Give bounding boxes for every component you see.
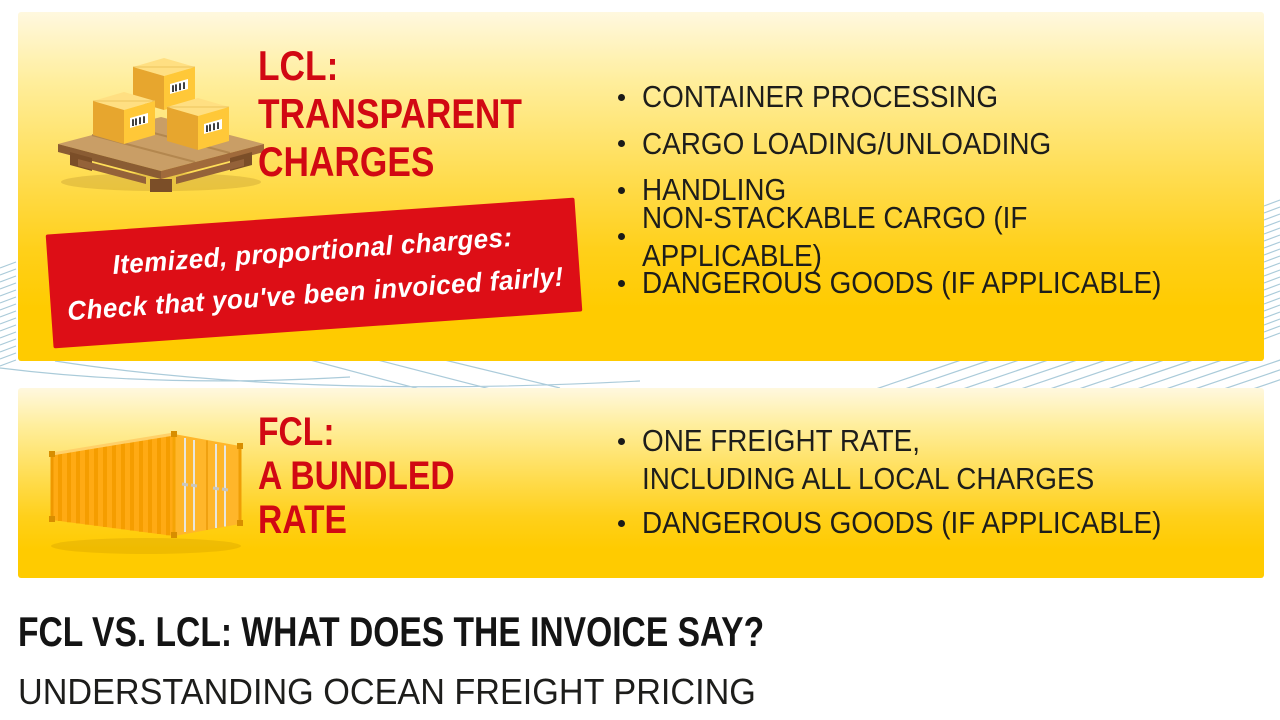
list-item: CONTAINER PROCESSING	[618, 74, 1264, 121]
lcl-bullet-list: CONTAINER PROCESSING CARGO LOADING/UNLOA…	[618, 74, 1264, 307]
bullet-dot	[618, 233, 625, 241]
list-item: DANGEROUS GOODS (IF APPLICABLE)	[618, 260, 1264, 307]
page-title: FCL VS. LCL: WHAT DOES THE INVOICE SAY?	[18, 608, 765, 655]
bullet-text: DANGEROUS GOODS (IF APPLICABLE)	[642, 505, 1162, 540]
list-item: CARGO LOADING/UNLOADING	[618, 121, 1264, 168]
list-item: HANDLING	[618, 167, 1264, 214]
lcl-heading: LCL: TRANSPARENT CHARGES	[258, 42, 522, 185]
lcl-banner: Itemized, proportional charges: Check th…	[45, 197, 583, 349]
page-subtitle: UNDERSTANDING OCEAN FREIGHT PRICING	[18, 671, 756, 712]
list-item: NON-STACKABLE CARGO (IF APPLICABLE)	[618, 200, 1264, 273]
list-item: ONE FREIGHT RATE, INCLUDING ALL LOCAL CH…	[618, 422, 1219, 498]
bullet-text: NON-STACKABLE CARGO (IF APPLICABLE)	[642, 199, 1028, 273]
bullet-text: DANGEROUS GOODS (IF APPLICABLE)	[642, 265, 1162, 301]
bullet-dot	[618, 93, 625, 101]
bullet-text: ONE FREIGHT RATE, INCLUDING ALL LOCAL CH…	[642, 423, 1095, 496]
fcl-bullet-list: ONE FREIGHT RATE, INCLUDING ALL LOCAL CH…	[618, 422, 1219, 542]
bullet-dot	[618, 437, 625, 445]
bullet-dot	[618, 186, 625, 194]
right-comb-lines	[1263, 199, 1280, 340]
fcl-panel: FCL: A BUNDLED RATE ONE FREIGHT RATE, IN…	[18, 388, 1264, 578]
pallet-boxes-icon	[46, 40, 276, 205]
bullet-text: CONTAINER PROCESSING	[642, 79, 999, 115]
bullet-dot	[618, 140, 625, 148]
fcl-heading: FCL: A BUNDLED RATE	[258, 410, 455, 542]
bullet-text: CARGO LOADING/UNLOADING	[642, 125, 1052, 161]
bullet-dot	[618, 519, 625, 527]
list-item: DANGEROUS GOODS (IF APPLICABLE)	[618, 504, 1219, 542]
gap-curves	[0, 354, 641, 392]
shipping-container-icon	[44, 420, 254, 575]
gap-fan-lines	[869, 356, 1280, 392]
bullet-dot	[618, 279, 625, 287]
left-comb-lines	[0, 261, 17, 367]
lcl-banner-text: Itemized, proportional charges: Check th…	[66, 222, 565, 327]
lcl-panel: LCL: TRANSPARENT CHARGES Itemized, propo…	[18, 12, 1264, 361]
bullet-text: HANDLING	[642, 172, 787, 208]
